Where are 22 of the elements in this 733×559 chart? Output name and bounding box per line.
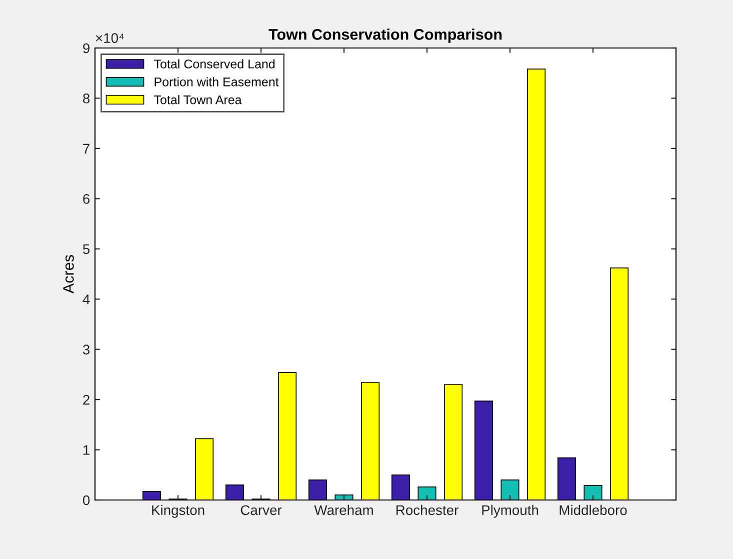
x-tick-label: Carver — [240, 505, 282, 516]
y-tick-label: 1 — [83, 445, 90, 455]
y-tick-label: 3 — [82, 344, 90, 355]
y-tick-label: 2 — [83, 394, 90, 405]
x-tick-label: Wareham — [314, 504, 373, 516]
y-tick-label: 0 — [82, 495, 90, 506]
x-tick-label: Plymouth — [482, 504, 538, 518]
x-tick-label: Kingston — [152, 504, 204, 518]
y-axis-title: Acres — [63, 255, 74, 294]
y-tick-label: 7 — [83, 144, 90, 154]
y-tick-label: 5 — [82, 244, 90, 254]
legend-label: Total Town Area — [154, 95, 242, 104]
x-tick-label: Rochester — [396, 504, 458, 516]
text: ×10⁴ — [96, 33, 124, 43]
legend-label: Portion with Easement — [154, 77, 279, 86]
chart-title: Town Conservation Comparison — [268, 28, 502, 43]
y-tick-label: 8 — [83, 94, 90, 104]
x-tick-label: Middleboro — [560, 504, 627, 516]
legend-label: Total Conserved Land — [154, 59, 275, 68]
y-tick-label: 6 — [83, 194, 90, 204]
y-tick-label: 9 — [83, 43, 90, 54]
y-tick-label: 4 — [82, 294, 90, 304]
